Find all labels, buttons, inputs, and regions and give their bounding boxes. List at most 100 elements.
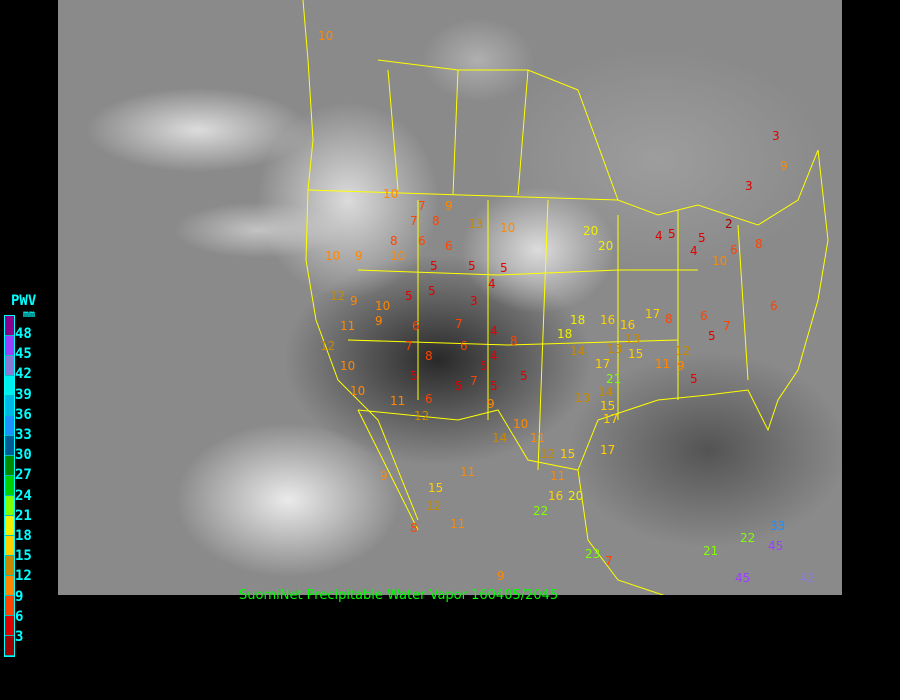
station-pwv-value: 21 xyxy=(703,544,719,558)
station-pwv-value: 3 xyxy=(772,129,780,143)
station-pwv-value: 3 xyxy=(745,179,753,193)
legend-label: 42 xyxy=(15,366,32,383)
legend-label: 39 xyxy=(15,386,32,403)
station-pwv-value: 9 xyxy=(380,469,388,483)
station-pwv-value: 6 xyxy=(770,299,778,313)
west-coast xyxy=(302,0,419,521)
station-pwv-value: 5 xyxy=(708,329,716,343)
legend-label: 6 xyxy=(15,608,24,625)
station-pwv-value: 20 xyxy=(598,239,614,253)
station-pwv-value: 14 xyxy=(570,344,586,358)
station-pwv-value: 6 xyxy=(418,234,426,248)
station-pwv-value: 5 xyxy=(698,231,706,245)
station-pwv-value: 21 xyxy=(606,372,622,386)
station-pwv-value: 14 xyxy=(492,431,508,445)
legend-label: 18 xyxy=(15,528,32,544)
station-pwv-value: 14 xyxy=(598,385,614,399)
station-pwv-value: 3 xyxy=(470,294,478,308)
mexico-coast xyxy=(577,469,665,595)
station-pwv-value: 5 xyxy=(480,359,488,373)
station-pwv-value: 5 xyxy=(430,259,438,273)
legend-swatch xyxy=(5,536,14,556)
legend-swatch xyxy=(5,316,14,336)
station-pwv-value: 13 xyxy=(607,342,623,356)
station-pwv-value: 5 xyxy=(410,369,418,383)
station-pwv-value: 17 xyxy=(595,357,611,371)
station-pwv-value: 7 xyxy=(455,317,463,331)
station-pwv-value: 5 xyxy=(690,372,698,386)
station-pwv-value: 11 xyxy=(460,465,476,479)
station-pwv-value: 13 xyxy=(575,391,591,405)
legend-swatch xyxy=(5,476,14,496)
station-pwv-value: 5 xyxy=(668,227,676,241)
legend-label: 9 xyxy=(15,588,24,605)
canada-provinces xyxy=(377,59,619,201)
station-pwv-value: 11 xyxy=(655,357,671,371)
station-pwv-value: 15 xyxy=(600,399,616,413)
legend-swatch xyxy=(5,576,14,596)
station-pwv-value: 9 xyxy=(350,294,358,308)
legend-title: PWV xyxy=(11,293,37,309)
station-pwv-value: 11 xyxy=(550,469,566,483)
station-pwv-value: 12 xyxy=(540,447,556,461)
station-pwv-value: 4 xyxy=(488,277,496,291)
station-pwv-value: 10 xyxy=(712,254,728,268)
legend-label: 27 xyxy=(15,467,32,484)
legend-label: 30 xyxy=(15,447,32,464)
station-pwv-value: 12 xyxy=(330,289,346,303)
legend-label: 45 xyxy=(15,346,32,363)
station-pwv-value: 17 xyxy=(645,307,661,321)
station-pwv-value: 42 xyxy=(800,571,816,585)
station-pwv-value: 10 xyxy=(325,249,341,263)
station-pwv-value: 10 xyxy=(390,249,406,263)
legend-label: 15 xyxy=(15,548,32,565)
station-pwv-value: 9 xyxy=(497,569,505,583)
station-pwv-value: 9 xyxy=(487,397,495,411)
station-pwv-value: 6 xyxy=(425,392,433,406)
station-pwv-value: 10 xyxy=(383,187,399,201)
legend-label: 12 xyxy=(15,568,32,585)
state-lines xyxy=(347,199,749,471)
station-pwv-value: 11 xyxy=(530,431,546,445)
station-pwv-value: 8 xyxy=(410,521,418,535)
station-pwv-value: 4 xyxy=(490,349,498,363)
station-pwv-value: 12 xyxy=(320,339,336,353)
legend-swatch xyxy=(5,516,14,536)
station-pwv-value: 6 xyxy=(412,319,420,333)
legend-swatch xyxy=(5,636,14,656)
station-pwv-value: 45 xyxy=(768,539,784,553)
legend-swatch xyxy=(5,556,14,576)
legend-swatch xyxy=(5,496,14,516)
legend-label: 3 xyxy=(15,629,24,645)
station-pwv-value: 10 xyxy=(350,384,366,398)
station-pwv-value: 10 xyxy=(340,359,356,373)
station-pwv-value: 7 xyxy=(470,374,478,388)
station-pwv-value: 4 xyxy=(490,324,498,338)
legend-swatch xyxy=(5,596,14,616)
station-pwv-value: 15 xyxy=(428,481,444,495)
station-pwv-value: 5 xyxy=(520,369,528,383)
station-pwv-value: 33 xyxy=(770,519,786,533)
legend-swatch xyxy=(5,356,14,376)
legend-label: 36 xyxy=(15,406,32,423)
station-pwv-value: 13 xyxy=(625,332,641,346)
station-pwv-value: 8 xyxy=(755,237,763,251)
station-pwv-value: 6 xyxy=(700,309,708,323)
station-pwv-value: 7 xyxy=(410,214,418,228)
station-pwv-value: 4 xyxy=(655,229,663,243)
station-pwv-value: 5 xyxy=(468,259,476,273)
station-pwv-value: 16 xyxy=(620,318,636,332)
station-pwv-value: 8 xyxy=(432,214,440,228)
baja xyxy=(357,409,419,531)
legend-swatch xyxy=(5,456,14,476)
station-pwv-value: 15 xyxy=(560,447,576,461)
station-pwv-value: 5 xyxy=(428,284,436,298)
station-pwv-value: 5 xyxy=(405,289,413,303)
station-pwv-value: 12 xyxy=(675,344,691,358)
legend-label: 48 xyxy=(15,326,32,342)
satellite-image xyxy=(58,0,842,595)
legend-swatch xyxy=(5,436,14,456)
station-pwv-value: 5 xyxy=(500,261,508,275)
station-pwv-value: 20 xyxy=(583,224,599,238)
station-pwv-value: 17 xyxy=(600,443,616,457)
